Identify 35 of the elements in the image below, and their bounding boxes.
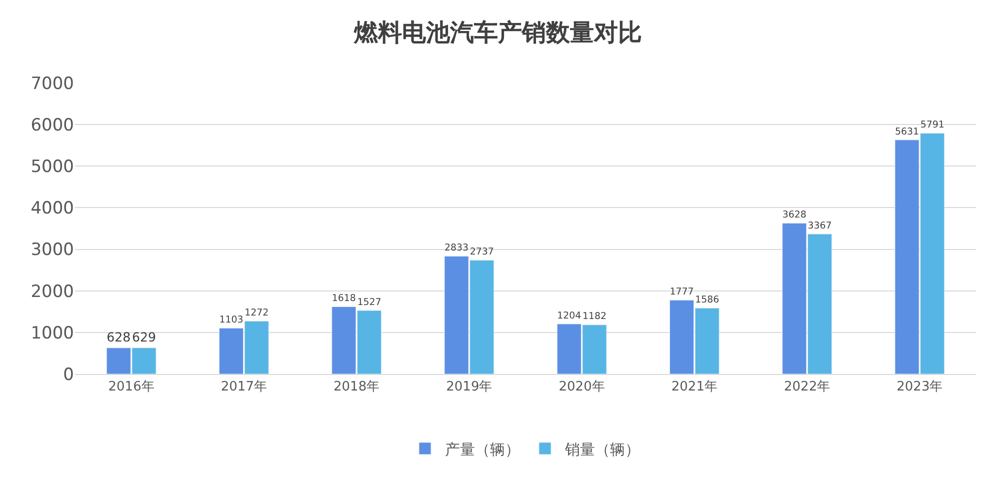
x-tick-label: 2022年 [784,380,830,395]
data-label: 1103 [219,314,244,326]
y-tick-label: 4000 [30,198,74,219]
x-tick-label: 2021年 [671,380,718,395]
y-tick-label: 7000 [30,74,74,94]
data-label: 2737 [470,246,494,258]
x-tick-label: 2019年 [446,380,492,395]
data-label: 1586 [695,294,720,306]
chart-title: 燃料电池汽车产销数量对比 [353,18,642,47]
data-label: 1272 [244,307,269,318]
y-tick-label: 0 [63,364,74,385]
data-label: 3367 [808,220,832,232]
y-tick-label: 6000 [30,116,74,136]
data-label: 1618 [332,293,356,304]
x-tick-label: 2017年 [220,380,267,395]
x-tick-label: 2023年 [896,380,943,395]
legend-label: 产量（辆） [445,440,520,458]
x-tick-label: 2016年 [108,380,154,395]
data-label: 629 [132,329,156,344]
data-label: 1182 [582,311,606,322]
x-tick-label: 2018年 [334,380,380,395]
data-label: 628 [106,329,131,344]
data-label: 3628 [782,210,806,221]
data-label: 5631 [895,126,920,138]
y-tick-label: 2000 [30,282,74,302]
legend-label: 销量（辆） [564,440,640,458]
data-label: 5791 [920,120,944,131]
x-tick-label: 2020年 [558,380,605,395]
data-label: 2833 [444,242,469,254]
data-label: 1204 [557,310,582,322]
y-tick-label: 3000 [30,240,74,260]
data-label: 1527 [357,296,382,308]
y-tick-label: 5000 [30,157,74,178]
y-tick-label: 1000 [30,323,74,344]
data-label: 1777 [670,286,694,298]
